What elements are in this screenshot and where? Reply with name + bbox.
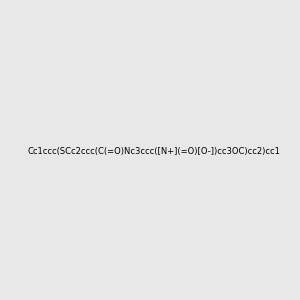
Text: Cc1ccc(SCc2ccc(C(=O)Nc3ccc([N+](=O)[O-])cc3OC)cc2)cc1: Cc1ccc(SCc2ccc(C(=O)Nc3ccc([N+](=O)[O-])… <box>27 147 280 156</box>
